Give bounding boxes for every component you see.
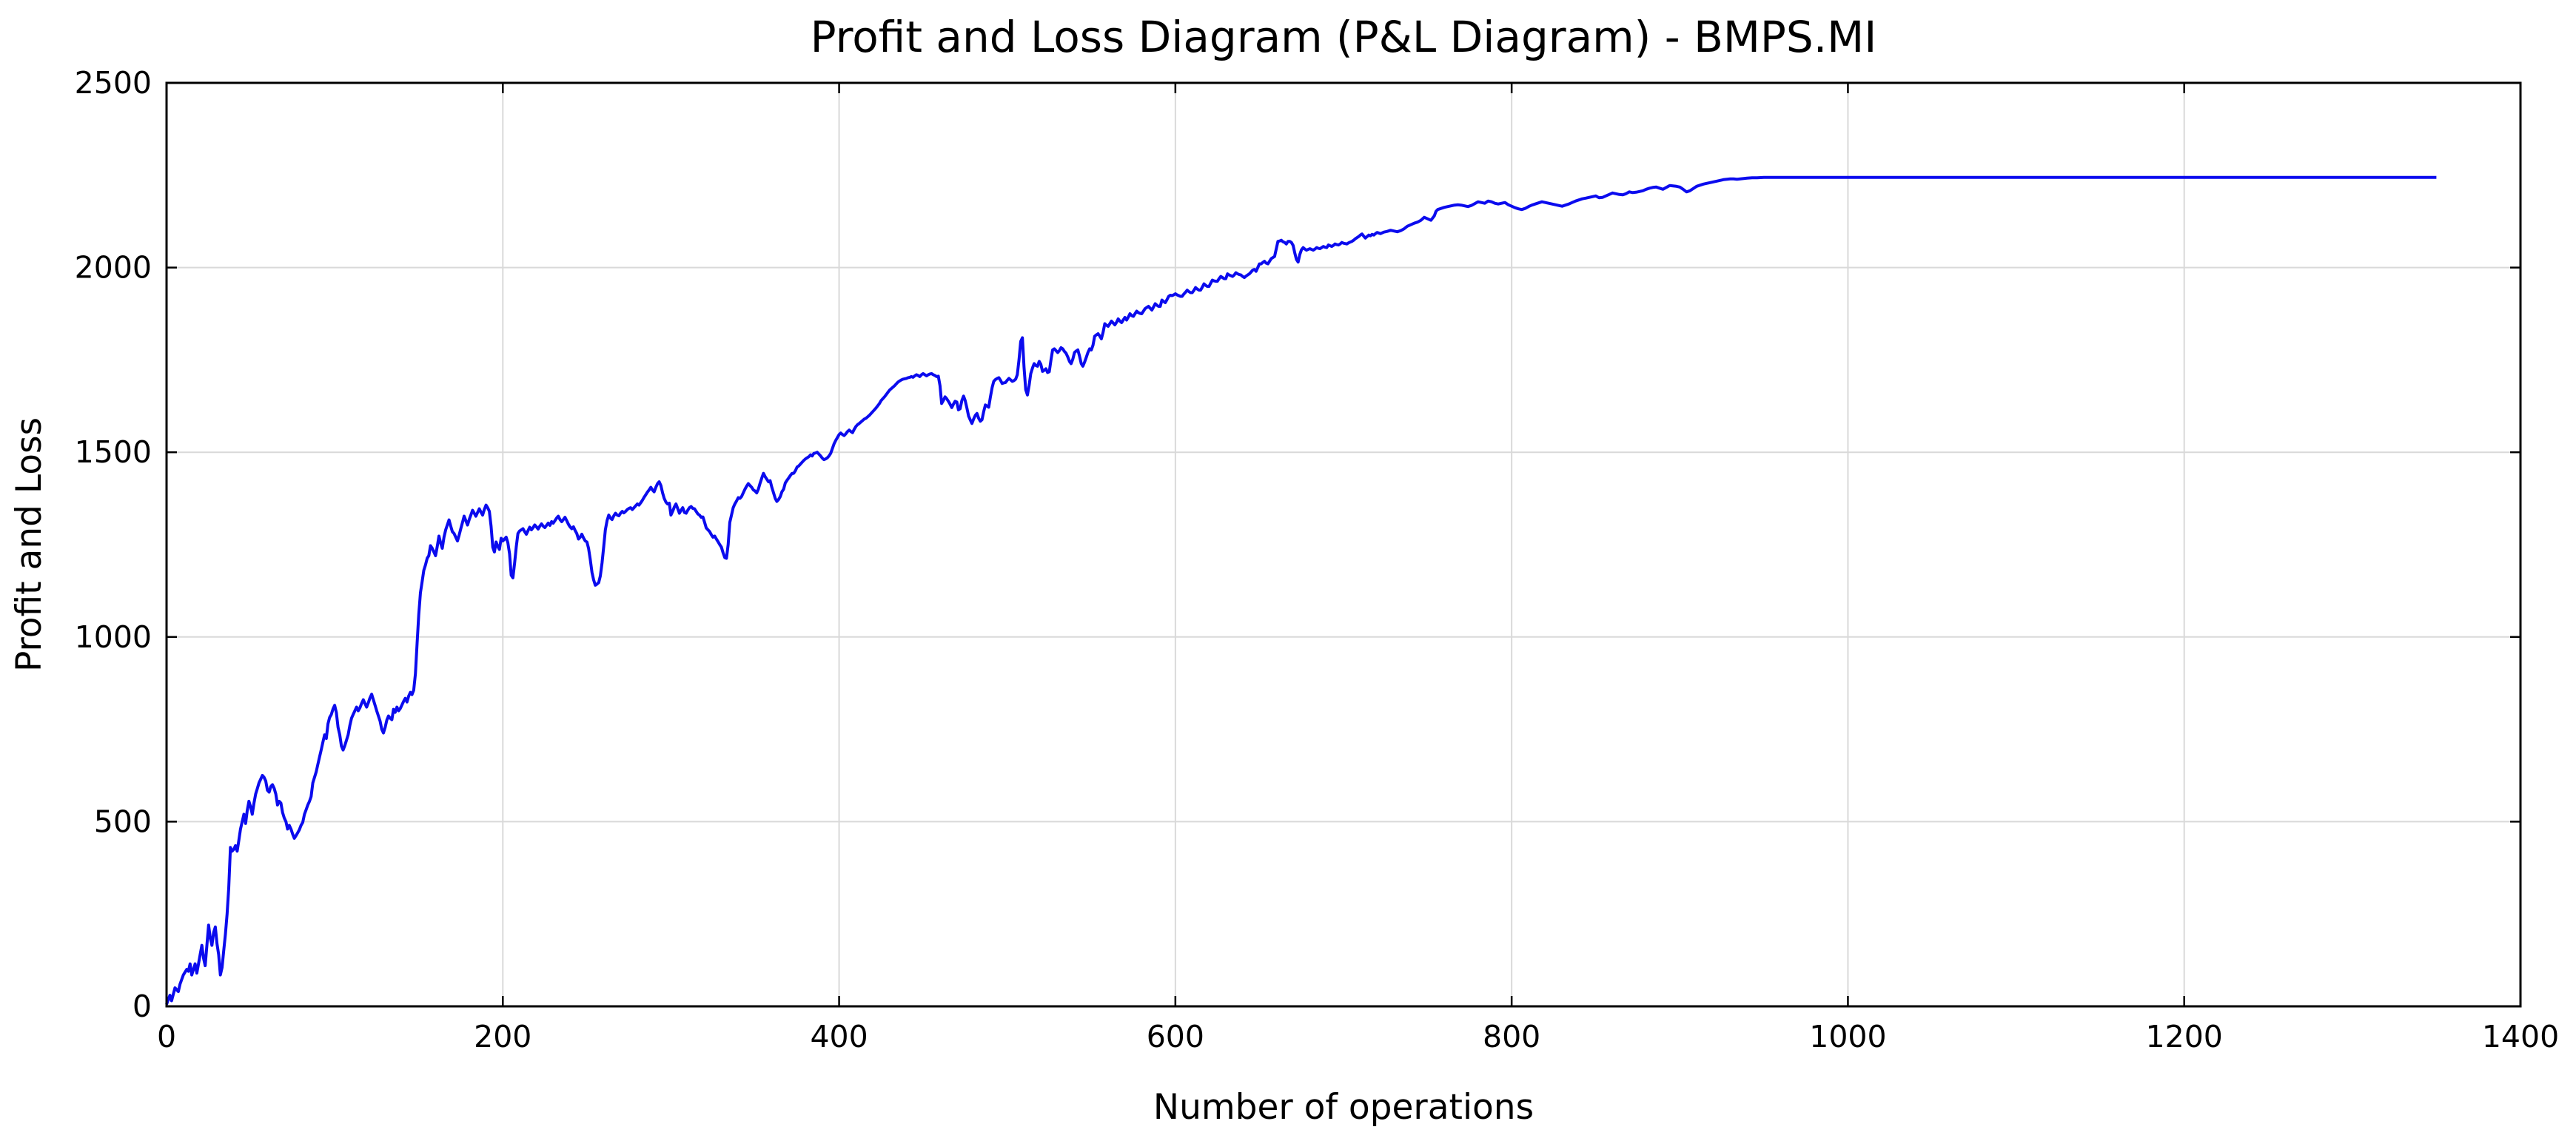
tick-label-layer: 0 200 400 600 800 1000 1200 1400 0 500 1000 1500 200… (75, 65, 2560, 1054)
x-tick-label-1400: 1400 (2482, 1019, 2559, 1054)
x-tick-label-0: 0 (157, 1019, 176, 1054)
grid-layer (167, 83, 2520, 1006)
x-tick-label-200: 200 (474, 1019, 531, 1054)
chart-title: Profit and Loss Diagram (P&L Diagram) - … (811, 12, 1877, 62)
y-tick-label-1000: 1000 (75, 619, 152, 655)
x-tick-label-800: 800 (1483, 1019, 1540, 1054)
pnl-line-series (165, 175, 2437, 1006)
y-tick-label-1500: 1500 (75, 434, 152, 470)
plot-area (167, 83, 2520, 1006)
x-axis-label: Number of operations (1153, 1087, 1534, 1128)
x-tick-label-1000: 1000 (1809, 1019, 1886, 1054)
y-tick-label-0: 0 (133, 989, 152, 1024)
y-tick-label-500: 500 (94, 804, 152, 839)
y-tick-label-2000: 2000 (75, 250, 152, 286)
tick-layer (165, 81, 2522, 1008)
y-tick-label-2500: 2500 (75, 65, 152, 101)
x-tick-label-1200: 1200 (2146, 1019, 2223, 1054)
x-tick-label-600: 600 (1147, 1019, 1204, 1054)
x-tick-label-400: 400 (810, 1019, 868, 1054)
y-axis-label: Profit and Loss (9, 417, 50, 672)
axes-spines (165, 81, 2522, 1008)
